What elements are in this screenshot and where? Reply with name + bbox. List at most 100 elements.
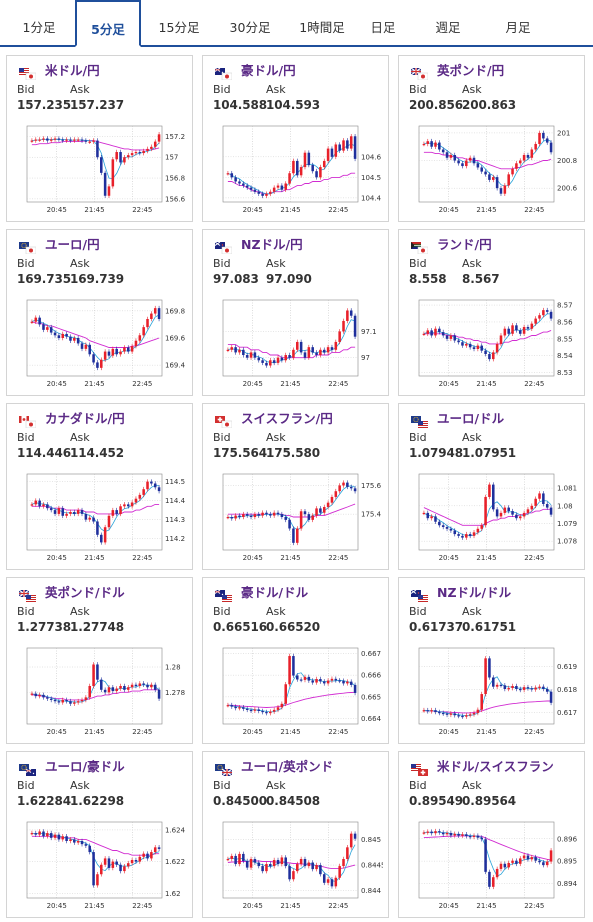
rate-card[interactable]: 米ドル/スイスフラン Bid Ask 0.89549 0.89564 0.896 0.895… (398, 751, 585, 918)
candle-body (492, 352, 495, 360)
ask-label: Ask (266, 83, 286, 96)
tab-2[interactable]: 15分足 (158, 20, 200, 35)
tab-1[interactable]: 5分足 (75, 0, 141, 47)
pair-name[interactable]: 豪ドル/円 (241, 63, 296, 78)
rate-card[interactable]: ユーロ/ドル Bid Ask 1.07948 1.07951 1.081 1.08 1.079… (398, 403, 585, 570)
candle-body (261, 710, 264, 713)
tab-4[interactable]: 1時間足 (299, 20, 345, 35)
candle-body (434, 516, 437, 522)
bid-value: 1.27738 (17, 620, 71, 634)
candle-body (103, 689, 107, 693)
pair-name[interactable]: ユーロ/英ポンド (241, 759, 334, 774)
rate-card[interactable]: 英ポンド/ドル Bid Ask 1.27738 1.27748 1.28 1.278 20:4… (6, 577, 193, 744)
pair-name[interactable]: ユーロ/豪ドル (45, 759, 125, 774)
rate-card[interactable]: 米ドル/円 Bid Ask 157.235 157.237 157.2 157 156.8 15… (6, 55, 193, 222)
y-tick-label: 0.618 (557, 686, 577, 694)
candle-body (49, 698, 53, 700)
price-chart[interactable]: 201 200.8 200.6 20:45 21:45 22:45 (409, 122, 579, 214)
rate-card[interactable]: カナダドル/円 Bid Ask 114.446 114.452 114.5 114.4 114… (6, 403, 193, 570)
bid-value: 0.89549 (409, 794, 463, 808)
price-chart[interactable]: 1.624 1.622 1.62 20:45 21:45 22:45 (17, 818, 187, 910)
candle-body (480, 694, 483, 710)
candle-body (265, 362, 268, 366)
price-chart[interactable]: 0.896 0.895 0.894 20:45 21:45 22:45 (409, 818, 579, 910)
pair-name[interactable]: 英ポンド/円 (437, 63, 505, 78)
pair-name[interactable]: NZドル/円 (241, 237, 303, 252)
candle-body (253, 709, 257, 711)
price-chart[interactable]: 0.845 0.8445 0.844 20:45 21:45 22:45 (213, 818, 383, 910)
pair-name[interactable]: 豪ドル/ドル (241, 585, 309, 600)
candle-body (503, 863, 507, 868)
candle-body (238, 707, 241, 709)
candle-body (315, 352, 318, 356)
rate-card[interactable]: 英ポンド/円 Bid Ask 200.856 200.863 201 200.8 200.6 2… (398, 55, 585, 222)
rate-card[interactable]: ユーロ/豪ドル Bid Ask 1.62284 1.62298 1.624 1.622 1.6… (6, 751, 193, 918)
bid-label: Bid (409, 257, 427, 270)
bid-value: 104.588 (213, 98, 267, 112)
pair-name[interactable]: 米ドル/スイスフラン (437, 759, 554, 774)
candle-body (107, 186, 111, 196)
candle-body (38, 500, 41, 507)
y-tick-label: 175.4 (361, 511, 382, 519)
ma-line-blue (423, 500, 552, 537)
pair-name[interactable]: スイスフラン/円 (241, 411, 333, 426)
rate-card[interactable]: NZドル/ドル Bid Ask 0.61737 0.61751 0.619 0.618 0.6… (398, 577, 585, 744)
pair-name[interactable]: 米ドル/円 (45, 63, 100, 78)
price-chart[interactable]: 157.2 157 156.8 156.6 20:45 21:45 22:45 (17, 122, 187, 214)
rate-card[interactable]: 豪ドル/ドル Bid Ask 0.66516 0.66520 0.667 0.666 0.66… (202, 577, 389, 744)
candle-body (230, 517, 234, 519)
ma-line-purple (423, 329, 552, 345)
ma-line-purple (31, 835, 160, 856)
rate-card[interactable]: 豪ドル/円 Bid Ask 104.588 104.593 104.6 104.5 104.4… (202, 55, 389, 222)
candle-body (261, 512, 264, 516)
ask-value: 175.580 (266, 446, 320, 460)
pair-name[interactable]: 英ポンド/ドル (45, 585, 125, 600)
tab-5[interactable]: 日足 (370, 20, 396, 35)
price-chart[interactable]: 175.6 175.4 20:45 21:45 22:45 (213, 470, 383, 562)
bid-label: Bid (409, 83, 427, 96)
y-tick-label: 0.667 (361, 650, 381, 658)
pair-name[interactable]: NZドル/ドル (437, 585, 512, 600)
bid-value: 1.62284 (17, 794, 71, 808)
rate-card[interactable]: ユーロ/円 Bid Ask 169.735 169.739 169.8 169.6 169.4… (6, 229, 193, 396)
pair-name[interactable]: ユーロ/ドル (437, 411, 505, 426)
rate-card[interactable]: ランド/円 Bid Ask 8.558 8.567 8.57 8.56 8.55 8.54 8.5… (398, 229, 585, 396)
price-chart[interactable]: 114.5 114.4 114.3 114.2 20:45 21:45 22:45 (17, 470, 187, 562)
rate-card[interactable]: スイスフラン/円 Bid Ask 175.564 175.580 175.6 175.4 20… (202, 403, 389, 570)
x-tick-label: 20:45 (439, 380, 459, 388)
candle-body (445, 713, 449, 715)
candle-body (73, 139, 76, 141)
candle-body (103, 858, 107, 865)
price-chart[interactable]: 97.1 97 20:45 21:45 22:45 (213, 296, 383, 388)
tab-7[interactable]: 月足 (505, 20, 531, 35)
price-chart[interactable]: 0.619 0.618 0.617 20:45 21:45 22:45 (409, 644, 579, 736)
price-chart[interactable]: 104.6 104.5 104.4 20:45 21:45 22:45 (213, 122, 383, 214)
candle-body (238, 181, 241, 184)
candle-body (334, 678, 338, 681)
bid-label: Bid (409, 779, 427, 792)
rate-card[interactable]: NZドル/円 Bid Ask 97.083 97.090 97.1 97 20:45 21:45… (202, 229, 389, 396)
price-chart[interactable]: 1.081 1.08 1.079 1.078 20:45 21:45 22:45 (409, 470, 579, 562)
candle-body (80, 343, 84, 349)
pair-name[interactable]: カナダドル/円 (45, 411, 125, 426)
candle-body (326, 680, 330, 684)
candle-body (511, 168, 514, 175)
candle-body (130, 346, 134, 352)
tab-6[interactable]: 週足 (435, 20, 461, 35)
price-chart[interactable]: 0.667 0.666 0.665 0.664 20:45 21:45 22:45 (213, 644, 383, 736)
candle-body (545, 688, 549, 692)
pair-name[interactable]: ユーロ/円 (45, 237, 100, 252)
price-chart[interactable]: 1.28 1.278 20:45 21:45 22:45 (17, 644, 187, 736)
candle-body (257, 709, 261, 711)
pair-name[interactable]: ランド/円 (437, 237, 492, 252)
candle-chart-svg: 114.5 114.4 114.3 114.2 20:45 21:45 22:45 (26, 473, 186, 562)
nz-jp-flag (214, 239, 233, 255)
candle-body (303, 152, 307, 168)
price-chart[interactable]: 8.57 8.56 8.55 8.54 8.53 20:45 21:45 22:45 (409, 296, 579, 388)
ask-label: Ask (462, 431, 482, 444)
tab-3[interactable]: 30分足 (229, 20, 271, 35)
price-chart[interactable]: 169.8 169.6 169.4 20:45 21:45 22:45 (17, 296, 187, 388)
tab-0[interactable]: 1分足 (22, 20, 56, 35)
rate-card[interactable]: ユーロ/英ポンドBidAsk0.845000.845080.8450.84450… (202, 751, 389, 918)
candle-body (499, 684, 503, 687)
